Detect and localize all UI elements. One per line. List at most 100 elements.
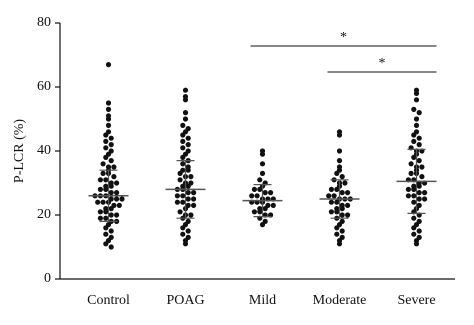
data-point <box>103 183 109 189</box>
data-point <box>180 231 186 237</box>
significance-label: * <box>340 30 347 45</box>
data-point <box>119 196 125 202</box>
data-point <box>411 183 417 189</box>
data-point <box>416 196 422 202</box>
data-point <box>249 193 255 199</box>
data-point <box>411 193 417 199</box>
data-point <box>100 199 106 205</box>
data-point <box>182 94 189 100</box>
data-point <box>105 164 112 170</box>
data-point <box>262 218 268 224</box>
data-point <box>339 190 345 196</box>
data-point <box>108 228 114 234</box>
data-point <box>257 177 263 183</box>
data-point <box>116 202 122 208</box>
data-point <box>413 122 420 128</box>
data-point <box>95 199 101 205</box>
data-point <box>111 164 117 170</box>
data-point <box>111 174 117 180</box>
data-point <box>185 148 191 154</box>
data-point <box>185 126 191 132</box>
data-point <box>182 87 189 93</box>
data-point <box>331 193 337 199</box>
data-point <box>177 177 183 183</box>
data-point <box>180 193 186 199</box>
data-point <box>180 122 186 128</box>
data-point <box>103 215 109 221</box>
data-point <box>339 212 345 218</box>
x-tick-label: Control <box>87 293 130 308</box>
data-point <box>336 164 343 170</box>
data-point <box>339 174 345 180</box>
data-point <box>100 170 106 176</box>
data-point <box>108 234 114 240</box>
data-point <box>413 116 420 122</box>
data-point <box>105 129 112 135</box>
data-point <box>339 234 345 240</box>
data-point <box>108 142 114 148</box>
data-point <box>336 129 343 135</box>
data-point <box>254 193 260 199</box>
y-tick-label: 20 <box>37 207 51 222</box>
data-point <box>411 106 417 112</box>
data-point <box>97 209 103 215</box>
data-point <box>111 202 117 208</box>
data-point <box>103 138 109 144</box>
data-point <box>257 206 263 212</box>
data-point <box>251 209 257 215</box>
data-point <box>180 167 186 173</box>
data-point <box>336 148 343 154</box>
data-point <box>97 215 103 221</box>
data-point <box>259 161 266 167</box>
data-point <box>191 196 197 202</box>
data-point <box>411 215 417 221</box>
data-point <box>405 193 411 199</box>
data-point <box>411 199 417 205</box>
data-point <box>100 161 106 167</box>
data-point <box>251 186 257 192</box>
data-point <box>259 148 266 154</box>
data-point <box>339 228 345 234</box>
data-point <box>339 218 345 224</box>
data-point <box>114 212 120 218</box>
data-point <box>336 158 343 164</box>
data-point <box>185 164 191 170</box>
data-point <box>108 190 114 196</box>
data-point <box>328 186 334 192</box>
data-point <box>174 199 180 205</box>
data-point <box>105 122 112 128</box>
y-tick-label: 40 <box>37 143 51 158</box>
data-point <box>416 234 422 240</box>
data-point <box>103 206 109 212</box>
data-point <box>185 135 191 141</box>
data-point <box>108 135 114 141</box>
x-tick-label: Moderate <box>313 293 367 308</box>
data-point <box>422 190 428 196</box>
data-point <box>416 110 422 116</box>
data-point <box>180 145 186 151</box>
data-point <box>265 202 271 208</box>
data-point <box>422 196 428 202</box>
data-point <box>408 161 414 167</box>
data-point <box>345 212 351 218</box>
significance-label: * <box>379 56 386 71</box>
data-point <box>259 170 266 176</box>
data-point <box>416 228 422 234</box>
data-point <box>268 190 274 196</box>
data-point <box>416 218 422 224</box>
data-point <box>177 209 183 215</box>
data-point <box>408 170 414 176</box>
data-point <box>185 190 191 196</box>
data-point <box>413 129 420 135</box>
data-point <box>108 148 114 154</box>
y-tick-label: 0 <box>44 271 51 286</box>
data-point <box>334 206 340 212</box>
data-point <box>416 142 422 148</box>
data-point <box>191 190 197 196</box>
data-point <box>185 202 191 208</box>
data-point <box>105 100 112 106</box>
data-point <box>326 193 332 199</box>
data-point <box>108 180 114 186</box>
data-point <box>114 196 120 202</box>
data-point <box>334 231 340 237</box>
